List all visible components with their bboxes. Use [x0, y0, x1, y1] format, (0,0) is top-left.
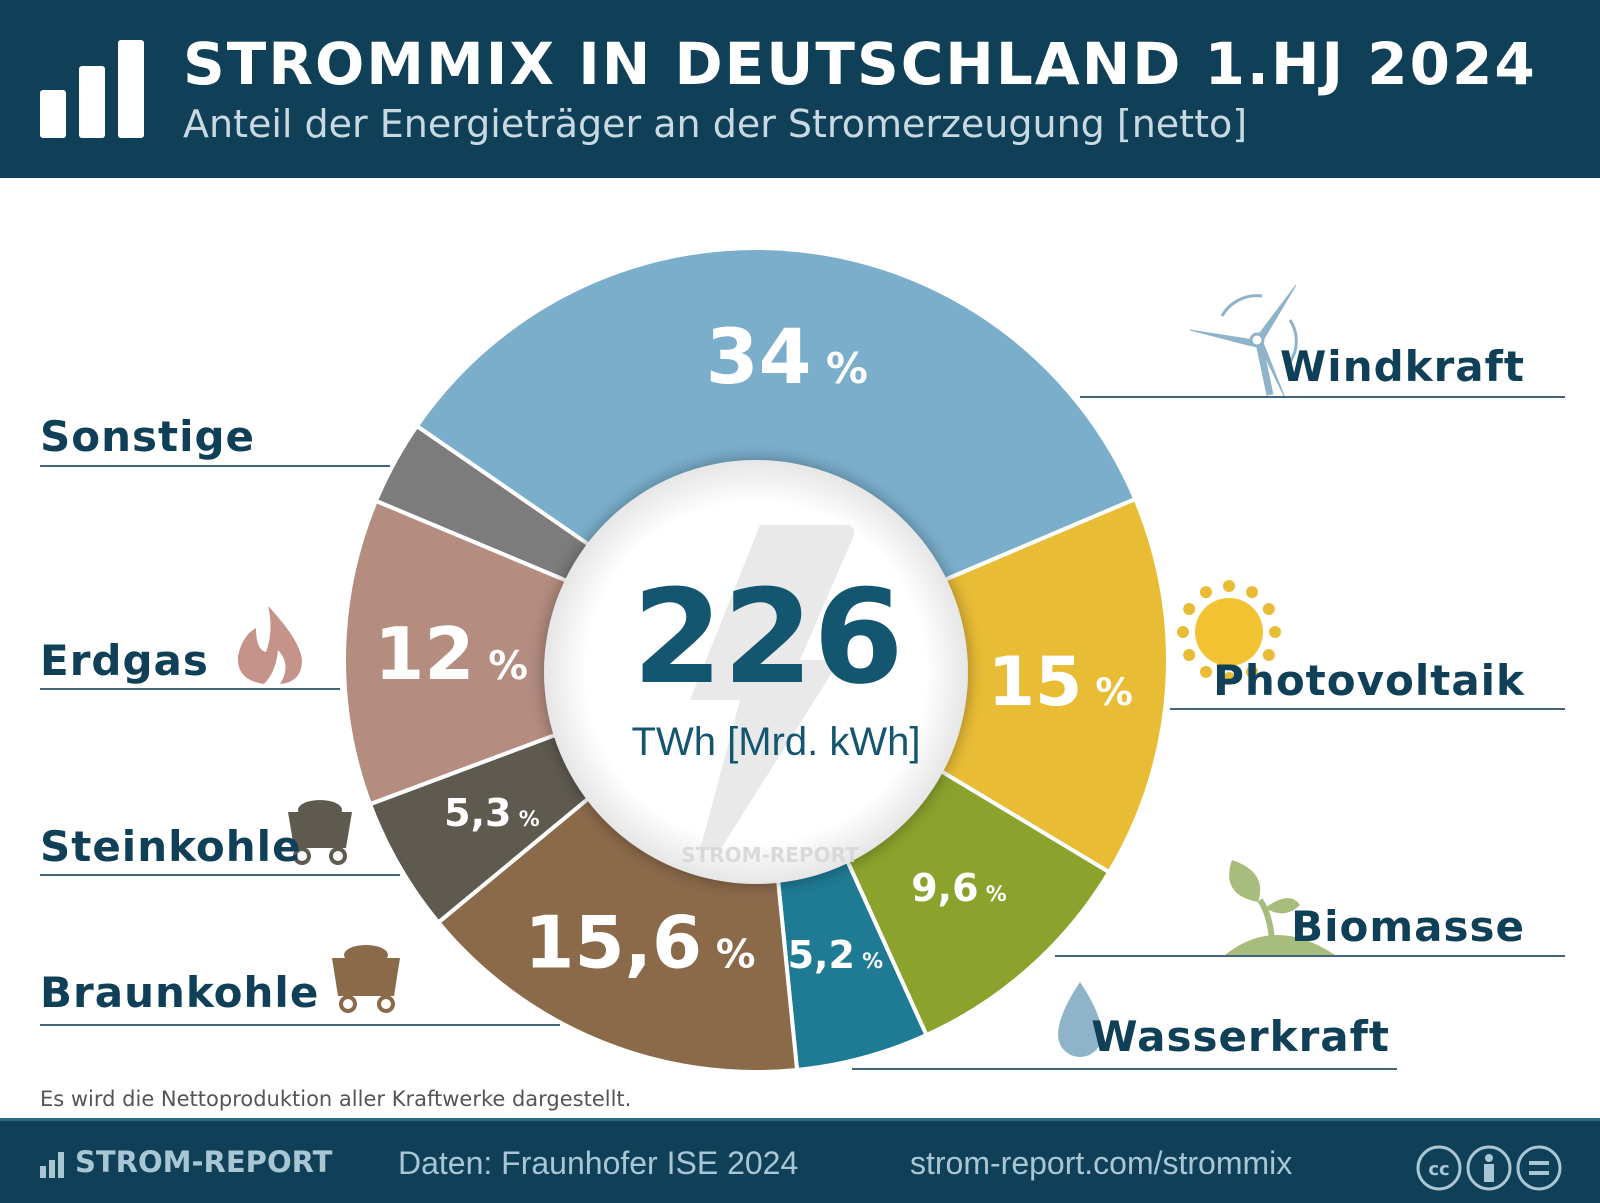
- sun-ray: [1200, 586, 1212, 599]
- brand-bar-icon: [40, 1152, 64, 1178]
- leader-line: [1170, 708, 1565, 710]
- by-icon: [1466, 1145, 1512, 1191]
- percent-label-steinkohle: 5,3 %: [444, 791, 540, 835]
- percent-label-biomasse: 9,6 %: [911, 866, 1007, 910]
- watermark-text: STROM-REPORT: [681, 843, 859, 867]
- slice-windkraft: [414, 245, 1138, 663]
- sun-ray: [1183, 649, 1196, 661]
- center-unit: TWh [Mrd. kWh]: [632, 720, 921, 764]
- sun-ray: [1200, 665, 1212, 678]
- footer-url[interactable]: strom-report.com/strommix: [910, 1145, 1293, 1181]
- page-subtitle: Anteil der Energieträger an der Stromerz…: [183, 102, 1248, 146]
- sun-ray: [1183, 603, 1196, 615]
- bar-chart-icon: [40, 40, 144, 138]
- coal-cart-icon: [288, 800, 352, 865]
- leader-line: [40, 874, 400, 876]
- header: [0, 0, 1600, 178]
- sun-ray: [1262, 649, 1275, 661]
- footer: [0, 1118, 1600, 1203]
- leader-line: [1080, 396, 1565, 398]
- coal-cart-icon: [332, 945, 400, 1013]
- sun-ray: [1246, 586, 1258, 599]
- category-label-braunkohle: Braunkohle: [40, 968, 320, 1017]
- category-label-steinkohle: Steinkohle: [40, 822, 302, 871]
- category-label-biomasse: Biomasse: [1291, 902, 1525, 951]
- category-label-photovoltaik: Photovoltaik: [1213, 656, 1525, 705]
- water-drop-icon: [1058, 982, 1102, 1057]
- sun-ray: [1177, 626, 1189, 638]
- leader-line: [40, 465, 390, 467]
- leader-line: [1055, 955, 1565, 957]
- license-icons: cc: [1416, 1145, 1562, 1191]
- sun-ray: [1269, 626, 1281, 638]
- footnote: Es wird die Nettoproduktion aller Kraftw…: [40, 1087, 632, 1111]
- plant-icon: [1225, 860, 1335, 955]
- category-label-sonstige: Sonstige: [40, 412, 256, 461]
- lightning-watermark-icon: [690, 525, 855, 850]
- percent-label-windkraft: 34 %: [706, 312, 868, 401]
- category-label-windkraft: Windkraft: [1279, 342, 1525, 391]
- sun-icon: [1177, 580, 1281, 684]
- sun-ray: [1223, 580, 1235, 592]
- center-value: 226: [632, 561, 903, 713]
- percent-label-photovoltaik: 15 %: [988, 643, 1133, 722]
- footer-source: Daten: Fraunhofer ISE 2024: [398, 1145, 799, 1181]
- percent-label-braunkohle: 15,6 %: [524, 900, 755, 984]
- leader-line: [40, 1024, 560, 1026]
- wind-turbine-icon: [1189, 284, 1298, 399]
- sun-ray: [1262, 603, 1275, 615]
- footer-brand: STROM-REPORT: [75, 1145, 333, 1179]
- percent-label-erdgas: 12 %: [374, 612, 528, 696]
- nd-icon: [1516, 1145, 1562, 1191]
- leader-line: [40, 688, 340, 690]
- category-label-erdgas: Erdgas: [40, 636, 209, 685]
- sun-ray: [1246, 665, 1258, 678]
- svg-text:cc: cc: [1428, 1159, 1449, 1180]
- leader-line: [852, 1068, 1397, 1070]
- category-label-wasserkraft: Wasserkraft: [1091, 1012, 1390, 1061]
- percent-label-wasserkraft: 5,2 %: [788, 933, 884, 977]
- cc-icon: [1416, 1145, 1462, 1191]
- sun-ray: [1223, 672, 1235, 684]
- page-title: STROMMIX IN DEUTSCHLAND 1.HJ 2024: [183, 30, 1537, 98]
- flame-icon: [237, 606, 302, 684]
